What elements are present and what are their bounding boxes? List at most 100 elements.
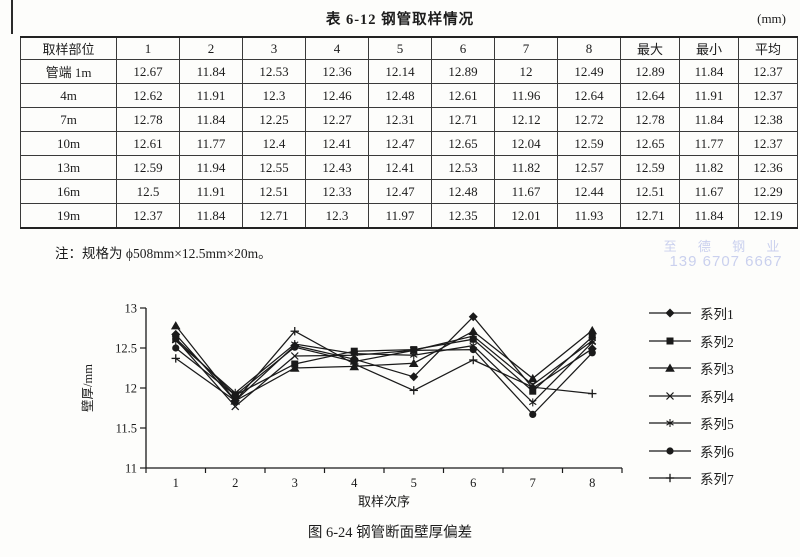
legend-label: 系列1: [700, 307, 734, 322]
legend-label: 系列6: [700, 444, 734, 460]
table-cell: 11.84: [179, 59, 243, 84]
chart-legend: 系列1 系列2 系列3 系列4 系列5 系列6 系列7: [648, 306, 734, 487]
table-cell: 12.47: [368, 131, 432, 156]
table-cell: 11.96: [494, 83, 558, 108]
table-cell: 11.84: [679, 107, 739, 132]
asterisk-marker-icon: [649, 419, 691, 427]
legend-label: 系列4: [700, 389, 734, 405]
table-cell: 12.71: [620, 203, 680, 229]
column-header: 6: [431, 36, 495, 60]
table-cell: 12.49: [557, 59, 621, 84]
circle-marker-icon: [649, 446, 691, 455]
table-row: 4m 12.62 11.91 12.3 12.46 12.48 12.61 11.96 12.6…: [20, 83, 798, 108]
table-cell: 11.91: [179, 179, 243, 204]
row-label: 7m: [20, 107, 117, 132]
table-cell: 12.59: [557, 131, 621, 156]
svg-text:4: 4: [351, 476, 358, 490]
table-cell: 12.89: [620, 59, 680, 84]
table-row: 13m 12.59 11.94 12.55 12.43 12.41 12.53 11.82 12…: [20, 155, 798, 180]
table-cell: 12.59: [116, 155, 180, 180]
svg-text:3: 3: [292, 476, 298, 490]
table-cell: 12.51: [242, 179, 306, 204]
svg-text:8: 8: [589, 476, 595, 490]
table-cell: 12.43: [305, 155, 369, 180]
svg-text:2: 2: [232, 476, 238, 490]
table-cell: 12: [494, 59, 558, 84]
table-title: 表 6-12 钢管取样情况: [325, 12, 475, 28]
table-cell: 12.14: [368, 59, 432, 84]
table-cell: 12.37: [738, 59, 798, 84]
table-cell: 12.53: [431, 155, 495, 180]
legend-label: 系列2: [700, 334, 734, 350]
svg-text:5: 5: [411, 476, 417, 490]
square-marker-icon: [649, 337, 691, 344]
legend-item-系列6: 系列6: [648, 444, 734, 460]
column-header: 2: [179, 36, 243, 60]
column-header: 最小: [679, 36, 739, 60]
table-cell: 12.19: [738, 203, 798, 229]
scan-edge-artifact: [11, 0, 13, 34]
table-header: 取样部位 1 2 3 4 5 6 7 8 最大 最小 平均: [20, 36, 798, 60]
table-cell: 12.44: [557, 179, 621, 204]
svg-text:11: 11: [125, 462, 137, 476]
legend-label: 系列5: [700, 417, 734, 432]
table-cell: 12.71: [431, 107, 495, 132]
table-cell: 11.67: [494, 179, 558, 204]
table-cell: 11.84: [179, 203, 243, 229]
legend-item-系列1: 系列1: [648, 306, 734, 322]
series-line-系列4: [175, 335, 593, 408]
figure-caption: 图 6-24 钢管断面壁厚偏差: [307, 525, 473, 541]
legend-item-系列7: 系列7: [648, 471, 734, 487]
table-cell: 12.53: [242, 59, 306, 84]
table-cell: 12.59: [620, 155, 680, 180]
column-header: 最大: [620, 36, 680, 60]
table-cell: 12.78: [116, 107, 180, 132]
y-axis-label: 壁厚/mm: [80, 364, 95, 412]
row-label: 4m: [20, 83, 117, 108]
table-cell: 11.84: [679, 203, 739, 229]
table-cell: 12.12: [494, 107, 558, 132]
table-cell: 12.37: [116, 203, 180, 229]
table-cell: 11.67: [679, 179, 739, 204]
table-cell: 11.91: [179, 83, 243, 108]
table-cell: 11.82: [679, 155, 739, 180]
table-cell: 12.36: [738, 155, 798, 180]
legend-item-系列4: 系列4: [648, 389, 734, 405]
table-footnote: 注：规格为 ϕ508mm×12.5mm×20m。: [55, 246, 272, 261]
table-cell: 12.27: [305, 107, 369, 132]
table-cell: 12.4: [242, 131, 306, 156]
table-cell: 12.65: [620, 131, 680, 156]
table-unit-label: (mm): [757, 11, 786, 26]
x-axis-label: 取样次序: [358, 494, 410, 509]
table-cell: 12.51: [620, 179, 680, 204]
series-line-系列3: [175, 325, 593, 402]
table-row: 10m 12.61 11.77 12.4 12.41 12.47 12.65 12.04 12.…: [20, 131, 798, 156]
column-header: 5: [368, 36, 432, 60]
series-line-系列7: [175, 330, 593, 402]
table-cell: 12.89: [431, 59, 495, 84]
table-cell: 12.33: [305, 179, 369, 204]
table-cell: 12.71: [242, 203, 306, 229]
table-row: 16m 12.5 11.91 12.51 12.33 12.47 12.48 11.67 12.…: [20, 179, 798, 204]
svg-text:11.5: 11.5: [116, 422, 137, 436]
column-header: 3: [242, 36, 306, 60]
table-cell: 12.61: [431, 83, 495, 108]
table-row: 7m 12.78 11.84 12.25 12.27 12.31 12.71 12.12 12.…: [20, 107, 798, 132]
table-cell: 12.25: [242, 107, 306, 132]
table-cell: 12.3: [305, 203, 369, 229]
legend-label: 系列3: [700, 362, 734, 377]
table-cell: 12.36: [305, 59, 369, 84]
table-cell: 12.3: [242, 83, 306, 108]
watermark-company: 至 德 钢 业: [663, 239, 789, 254]
line-chart: 11 11.5 12 12.5 13 1 2 3 4 5 6 7 8 壁厚/mm 取样次序: [76, 292, 648, 519]
table-cell: 12.31: [368, 107, 432, 132]
table-cell: 12.46: [305, 83, 369, 108]
table-cell: 12.37: [738, 83, 798, 108]
table-cell: 12.41: [305, 131, 369, 156]
table-cell: 11.94: [179, 155, 243, 180]
table-cell: 11.91: [679, 83, 739, 108]
column-header: 平均: [738, 36, 798, 60]
table-cell: 12.72: [557, 107, 621, 132]
table-cell: 12.38: [738, 107, 798, 132]
plus-marker-icon: [649, 473, 691, 483]
